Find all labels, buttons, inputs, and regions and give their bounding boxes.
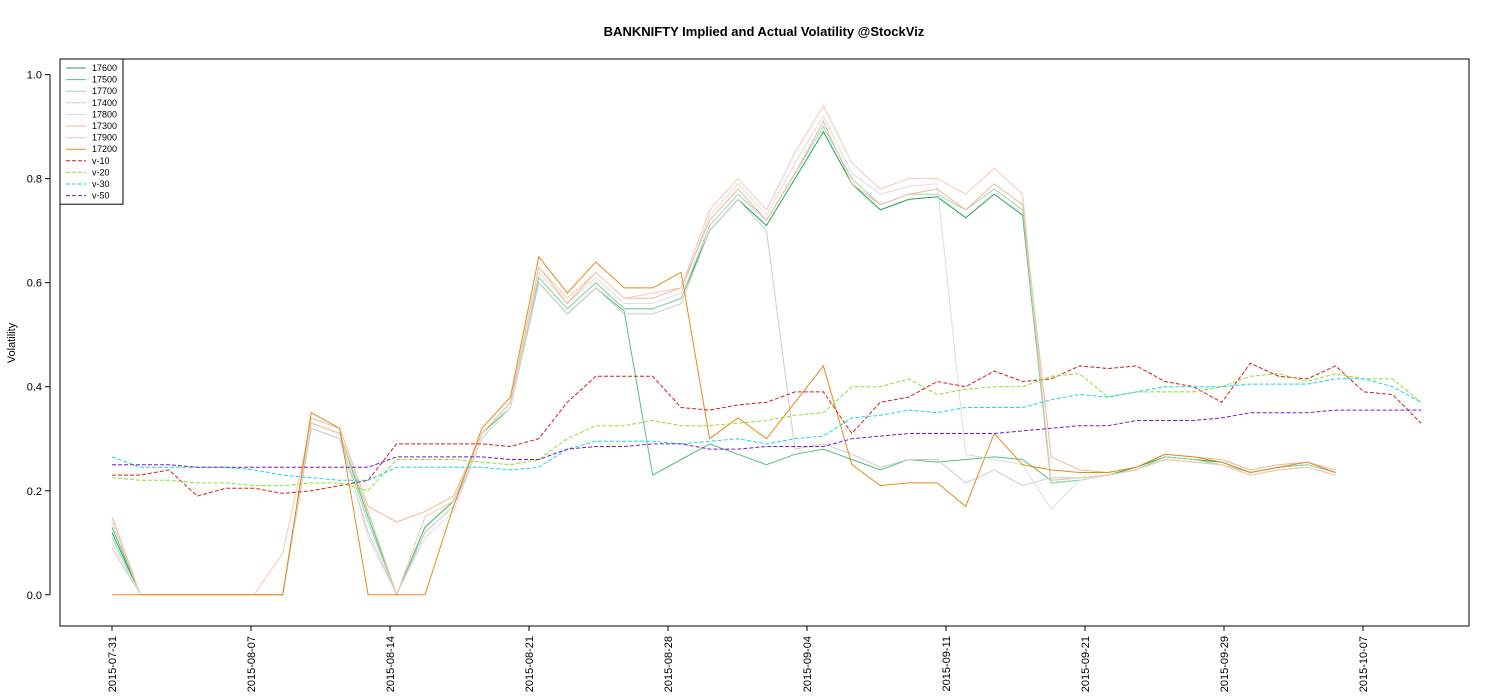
y-axis-label: Volatility (6, 322, 18, 363)
legend-label-17600: 17600 (92, 63, 117, 73)
y-axis: 0.0 0.2 0.4 0.6 0.8 1.0 (27, 70, 51, 602)
series-line-17300 (111, 120, 1336, 596)
y-tick-label: 0.6 (27, 278, 42, 290)
legend-label-v-50: v-50 (92, 191, 110, 201)
legend-label-17300: 17300 (92, 121, 117, 131)
x-tick-label: 2015-09-04 (802, 636, 814, 692)
legend-label-17500: 17500 (92, 75, 117, 85)
y-tick-label: 0.4 (27, 382, 42, 394)
series-line-v-20 (111, 373, 1422, 492)
legend-label-17900: 17900 (92, 133, 117, 143)
y-tick-label: 0.8 (27, 174, 42, 186)
chart-title: BANKNIFTY Implied and Actual Volatility … (604, 24, 925, 39)
x-tick-label: 2015-08-28 (663, 636, 675, 692)
series-line-17200 (112, 255, 1336, 596)
legend-label-17400: 17400 (92, 98, 117, 108)
x-tick-label: 2015-09-21 (1080, 636, 1092, 692)
x-tick-label: 2015-10-07 (1358, 636, 1370, 692)
y-tick-label: 1.0 (27, 70, 42, 82)
y-tick-label: 0.0 (27, 590, 42, 602)
x-tick-label: 2015-09-11 (941, 636, 953, 691)
legend-label-v-20: v-20 (92, 167, 110, 177)
series-line-v-10 (112, 362, 1422, 497)
legend-label-v-10: v-10 (92, 156, 110, 166)
series-line-v-30 (111, 378, 1422, 481)
legend-label-v-30: v-30 (92, 179, 110, 189)
x-tick-label: 2015-09-29 (1219, 636, 1231, 692)
x-tick-label: 2015-07-31 (107, 636, 119, 692)
series-line-v-50 (112, 409, 1421, 468)
legend-label-17800: 17800 (92, 109, 117, 119)
series-line-17400 (111, 198, 1336, 597)
x-axis: 2015-07-31 2015-08-07 2015-08-14 2015-08-21… (107, 626, 1370, 692)
series-layer (111, 104, 1422, 597)
legend-box (59, 58, 124, 205)
x-tick-label: 2015-08-07 (246, 636, 258, 692)
x-tick-label: 2015-08-14 (385, 636, 397, 692)
y-tick-label: 0.2 (27, 486, 42, 498)
series-line-17900 (111, 104, 1336, 597)
series-line-17700 (111, 125, 1336, 597)
series-line-17500 (111, 281, 1336, 597)
plot-frame (59, 58, 1470, 627)
legend-label-17700: 17700 (92, 86, 117, 96)
x-tick-label: 2015-08-21 (524, 636, 536, 692)
series-line-17600 (111, 130, 1336, 597)
legend-label-17200: 17200 (92, 144, 117, 154)
series-line-17800 (111, 115, 1336, 596)
